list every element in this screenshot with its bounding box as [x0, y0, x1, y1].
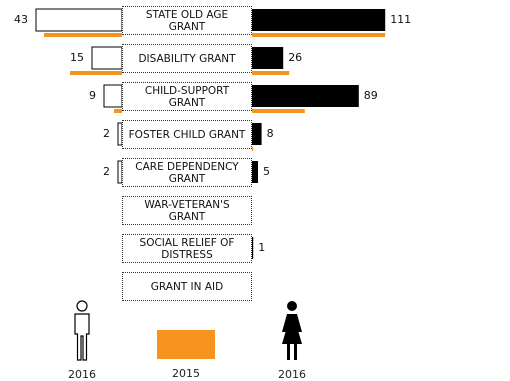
category-label: CHILD-SUPPORT GRANT [122, 82, 252, 111]
bar-2016-female [252, 47, 284, 69]
category-label: GRANT IN AID [122, 272, 252, 301]
value-label-male: 15 [70, 51, 84, 64]
bar-2016-male [35, 8, 123, 32]
female-icon [282, 301, 302, 360]
category-label: FOSTER CHILD GRANT [122, 120, 252, 149]
legend-female-label: 2016 [278, 368, 306, 381]
value-label-female: 111 [390, 13, 412, 26]
male-icon [74, 300, 90, 361]
category-label: DISABILITY GRANT [122, 44, 252, 73]
bar-2016-male [103, 84, 123, 108]
legend-male-2016: 2016 [62, 300, 102, 381]
value-label-female: 26 [288, 51, 303, 64]
bar-2015-left [114, 109, 122, 113]
bar-2015-right [252, 71, 290, 75]
bar-2015-left [70, 71, 122, 75]
legend-2015: 2015 [156, 330, 216, 380]
legend-2015-label: 2015 [172, 367, 200, 380]
value-label-female: 1 [258, 241, 266, 254]
legend-male-label: 2016 [68, 368, 96, 381]
bar-2015-right [252, 33, 386, 37]
value-label-male: 2 [103, 127, 110, 140]
legend-2015-swatch [157, 330, 215, 359]
value-label-female: 8 [266, 127, 274, 140]
category-label: CARE DEPENDENCY GRANT [122, 158, 252, 187]
bar-2015-right [252, 109, 305, 113]
bar-2015-right [252, 147, 254, 151]
category-label: WAR-VETERAN'S GRANT [122, 196, 252, 225]
bar-2015-left [44, 33, 122, 37]
value-label-female: 5 [263, 165, 270, 178]
category-label: STATE OLD AGE GRANT [122, 6, 252, 35]
legend-female-2016: 2016 [272, 300, 312, 381]
bar-2016-female [252, 85, 359, 107]
bar-2016-male [91, 46, 123, 70]
value-label-female: 89 [363, 89, 378, 102]
value-label-male: 9 [89, 89, 96, 102]
bar-2016-female [252, 123, 262, 145]
bar-2016-female [252, 237, 254, 259]
value-label-male: 2 [103, 165, 110, 178]
value-label-male: 43 [14, 13, 28, 26]
category-label: SOCIAL RELIEF OF DISTRESS [122, 234, 252, 263]
bar-2016-female [252, 9, 386, 31]
bar-2016-female [252, 161, 258, 183]
